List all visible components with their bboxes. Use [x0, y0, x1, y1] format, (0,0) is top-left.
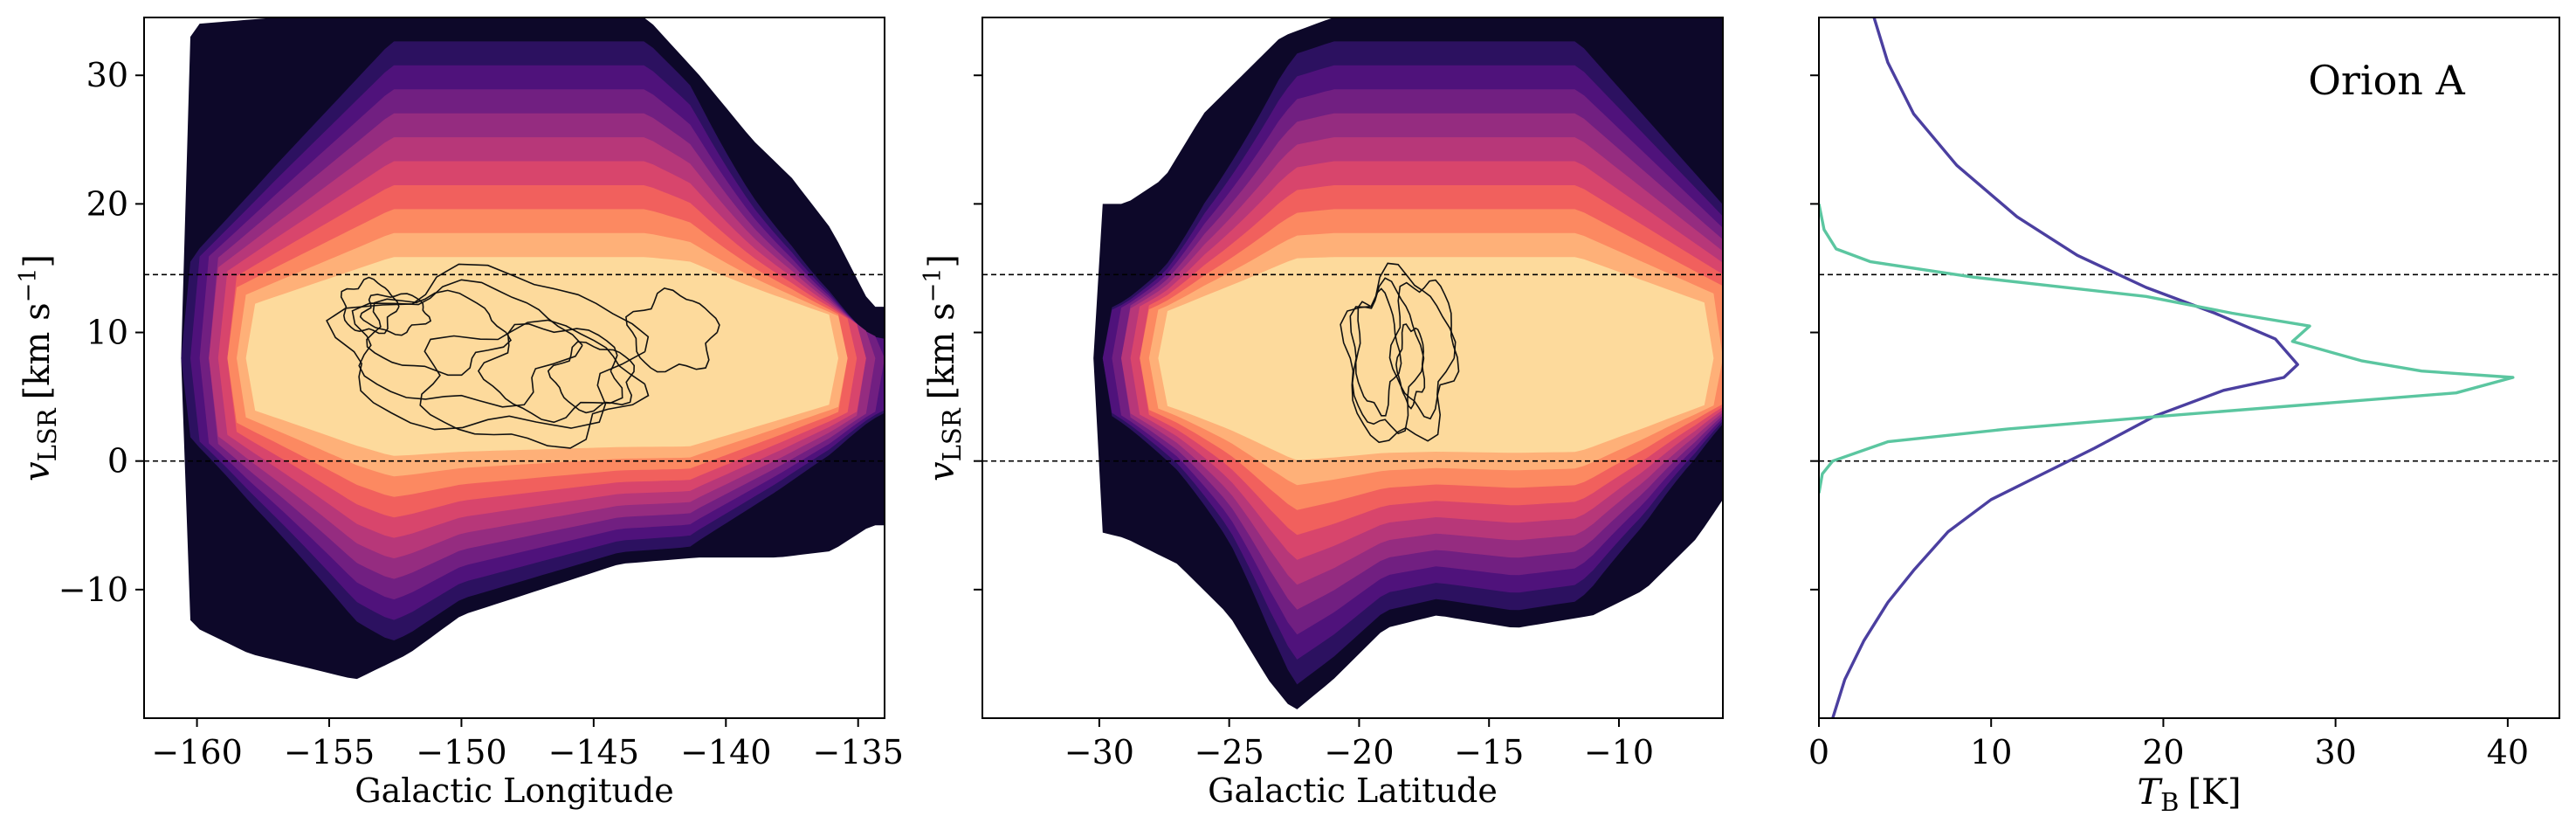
- x-tick-label: 0: [1808, 733, 1829, 771]
- heatmap-level-10: [982, 257, 1723, 460]
- y-label-exp: −1: [15, 268, 42, 303]
- latitude-velocity-frame: [981, 17, 1724, 719]
- longitude-velocity-frame: [143, 17, 885, 719]
- spectrum-x-ticks: 0 10 20 30 40: [1808, 718, 2529, 771]
- latitude-y-axis-label: vLSR [km s−1]: [920, 254, 967, 481]
- broad-spectrum-line: [1831, 17, 2299, 718]
- x-tick-label: 30: [2314, 733, 2356, 771]
- x-tick-label: −155: [284, 733, 375, 771]
- y-tick-label: 20: [86, 184, 128, 223]
- longitude-x-axis-label: Galactic Longitude: [355, 771, 674, 810]
- x-tick-label: −145: [548, 733, 639, 771]
- x-tick-label: 20: [2142, 733, 2184, 771]
- x-tick-label: −160: [151, 733, 242, 771]
- x-tick-label: −150: [416, 733, 506, 771]
- latitude-velocity-contours: [1340, 262, 1460, 444]
- x-label-t: T: [2137, 772, 2163, 813]
- co-contour: [1388, 279, 1460, 420]
- y-tick-label: 30: [86, 56, 128, 94]
- co-contour: [351, 279, 583, 408]
- y-label-exp: −1: [920, 268, 947, 303]
- spectrum-lines: [1819, 17, 2515, 718]
- longitude-y-axis-label: vLSR [km s−1]: [15, 254, 62, 481]
- longitude-x-ticks: −160 −155 −150 −145 −140 −135: [151, 718, 904, 771]
- latitude-x-ticks: −30 −25 −20 −15 −10: [1064, 718, 1654, 771]
- spectrum-dashed-lines: [1819, 273, 2559, 462]
- x-tick-label: 40: [2487, 733, 2529, 771]
- heatmap-level-10: [144, 257, 885, 456]
- y-label-units: [km s: [922, 302, 962, 399]
- x-tick-label: −25: [1195, 733, 1264, 771]
- y-tick-label: 10: [86, 314, 128, 352]
- x-tick-label: −30: [1064, 733, 1134, 771]
- spectrum-panel: 0 10 20 30 40 TB [K] Orion A: [1808, 17, 2560, 817]
- co-contour: [366, 289, 513, 377]
- x-tick-label: −15: [1454, 733, 1524, 771]
- svg-text:vLSR[km s−1]: vLSR [km s−1]: [920, 254, 967, 481]
- orion-a-annotation: Orion A: [2308, 57, 2465, 104]
- latitude-x-axis-label: Galactic Latitude: [1208, 771, 1498, 810]
- co-contour: [340, 276, 400, 335]
- co-contour: [359, 293, 432, 336]
- y-tick-label: −10: [59, 571, 128, 609]
- spectrum-x-axis-label: TB [K]: [2137, 772, 2241, 817]
- y-label-v: v: [922, 461, 962, 481]
- co-contour: [326, 263, 650, 431]
- y-tick-label: 0: [107, 442, 128, 481]
- spectrum-frame: [1818, 17, 2560, 719]
- x-label-units: [K]: [2187, 772, 2241, 813]
- co-contour: [1395, 323, 1426, 410]
- co-contour: [419, 319, 650, 449]
- x-tick-label: −135: [813, 733, 904, 771]
- x-tick-label: −10: [1584, 733, 1654, 771]
- co-contour: [1354, 287, 1402, 417]
- y-label-close: ]: [17, 254, 58, 268]
- x-tick-label: −20: [1324, 733, 1394, 771]
- narrow-spectrum-line: [1819, 204, 2515, 494]
- co-contour: [625, 287, 720, 373]
- latitude-y-ticks: [974, 74, 982, 591]
- longitude-velocity-panel: −160 −155 −150 −145 −140 −135 −10 0 10 20 30 Gala…: [15, 17, 904, 810]
- x-tick-label: −140: [680, 733, 771, 771]
- y-label-v: v: [17, 461, 58, 481]
- longitude-y-ticks: −10 0 10 20 30: [59, 56, 144, 609]
- longitude-velocity-contours: [326, 263, 720, 449]
- longitude-velocity-dashed-lines: [144, 273, 885, 462]
- y-label-units: [km s: [17, 302, 58, 399]
- longitude-velocity-heatmap: [144, 17, 885, 680]
- latitude-velocity-heatmap: [982, 17, 1723, 709]
- svg-text:vLSR[km s−1]: vLSR [km s−1]: [15, 254, 62, 481]
- latitude-velocity-panel: −30 −25 −20 −15 −10 Galactic Latitude vLSR [k…: [920, 17, 1724, 810]
- y-label-sub: LSR: [937, 407, 967, 461]
- co-contour: [547, 341, 636, 414]
- x-tick-label: 10: [1970, 733, 2012, 771]
- co-contour: [477, 322, 623, 424]
- x-label-sub: B: [2160, 787, 2179, 817]
- latitude-velocity-dashed-lines: [982, 273, 1723, 462]
- y-label-sub: LSR: [32, 407, 62, 461]
- spectrum-y-ticks: [1810, 74, 1819, 591]
- y-label-close: ]: [922, 254, 962, 268]
